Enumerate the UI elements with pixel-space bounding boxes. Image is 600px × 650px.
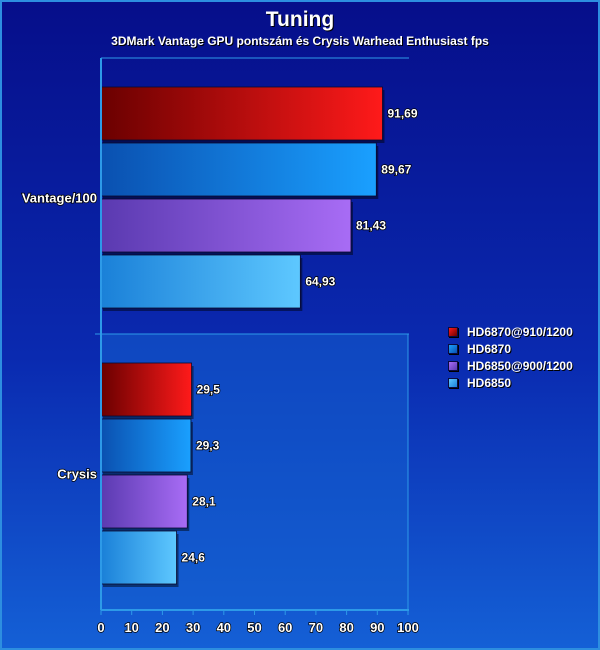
legend-item: HD6850 [448,374,573,391]
legend-label: HD6850 [467,375,512,390]
bar-crysis-3 [100,530,177,585]
data-label: 24,6 [182,551,206,565]
data-label: 64,93 [305,275,335,289]
data-label: 28,1 [192,495,216,509]
bar-vantage-100-0 [100,86,383,141]
legend-label: HD6870 [467,341,512,356]
bar-crysis-2 [100,474,188,529]
x-tick-label: 10 [124,620,138,635]
legend-item: HD6870 [448,340,573,357]
data-label: 29,5 [197,383,221,397]
legend-swatch [448,326,458,337]
chart-title: Tuning [265,8,335,31]
chart-subtitle: 3DMark Vantage GPU pontszám és Crysis Wa… [111,34,489,48]
x-tick-label: 30 [186,620,200,635]
x-tick-label: 70 [309,620,323,635]
legend-item: HD6850@900/1200 [448,357,573,374]
data-label: 29,3 [196,439,220,453]
x-tick-label: 100 [397,620,419,635]
bar-crysis-1 [100,418,192,473]
legend-item: HD6870@910/1200 [448,323,573,340]
x-tick-label: 90 [370,620,384,635]
legend: HD6870@910/1200 HD6870 HD6850@900/1200 HD68… [448,323,573,391]
x-tick-label: 40 [217,620,231,635]
data-label: 81,43 [356,219,386,233]
legend-swatch [448,343,458,354]
legend-label: HD6850@900/1200 [467,358,573,373]
data-label: 89,67 [381,163,411,177]
x-tick-label: 50 [247,620,261,635]
bar-vantage-100-1 [100,142,377,197]
legend-label: HD6870@910/1200 [467,324,573,339]
bar-vantage-100-3 [100,254,301,309]
bar-vantage-100-2 [100,198,352,253]
x-tick-label: 80 [339,620,353,635]
x-tick-label: 60 [278,620,292,635]
legend-swatch [448,360,458,371]
legend-swatch [448,377,458,388]
x-tick-label: 20 [155,620,169,635]
category-label: Vantage/100 [22,191,97,206]
category-label: Crysis [57,467,97,482]
x-tick-label: 0 [97,620,104,635]
data-label: 91,69 [387,107,417,121]
bar-crysis-0 [100,362,192,417]
